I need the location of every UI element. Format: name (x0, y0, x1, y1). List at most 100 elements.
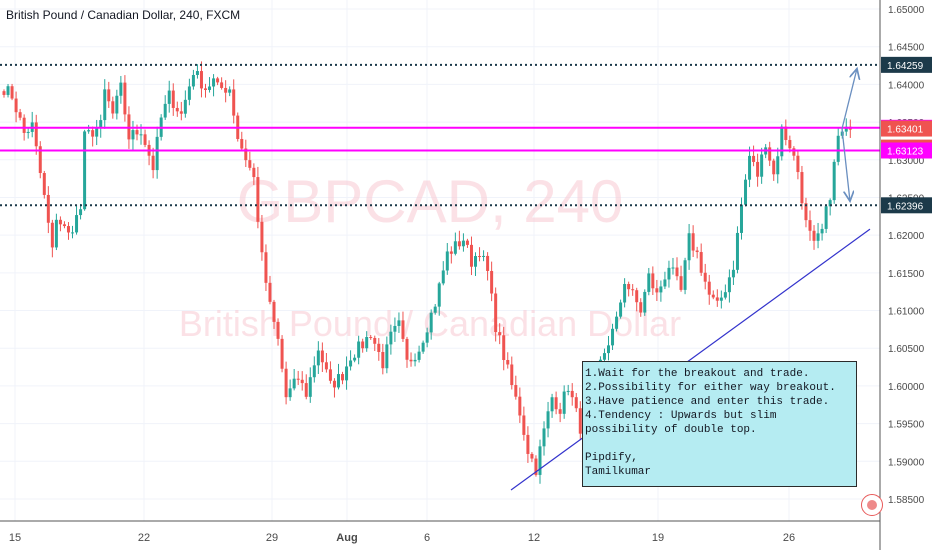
candle-body (784, 126, 788, 140)
candle-body (34, 122, 38, 147)
candle-body (46, 194, 50, 223)
candle-body (735, 232, 739, 270)
candle-body (187, 86, 191, 100)
horizontal-levels (0, 63, 880, 207)
price-label-text: 1.62396 (887, 201, 924, 212)
note-signature-author: Tamilkumar (585, 466, 652, 478)
candle-body (107, 89, 111, 102)
candle-body (54, 219, 58, 248)
candle-body (171, 90, 175, 108)
candle-body (675, 267, 679, 277)
candle-body (812, 230, 816, 241)
candle-body (268, 282, 272, 302)
candle-body (607, 345, 610, 354)
candle-body (659, 286, 663, 293)
ascending-trendline (510, 228, 871, 491)
candle-body (639, 302, 643, 313)
candle-body (83, 131, 87, 210)
analysis-note[interactable]: 1.Wait for the breakout and trade. 2.Pos… (582, 361, 857, 487)
tradingview-logo-icon[interactable] (861, 494, 883, 516)
note-line: possibility of double top. (585, 424, 757, 436)
candle-body (748, 155, 752, 180)
candle-body (453, 241, 457, 254)
price-label-box (881, 120, 932, 137)
price-tick-label: 1.58500 (888, 495, 925, 506)
watermark-symbol: GBPCAD, 240 (237, 168, 624, 235)
candle-body (474, 256, 478, 267)
price-tick-label: 1.59500 (888, 420, 925, 431)
candle-body (413, 359, 417, 362)
candle-body (296, 378, 300, 380)
candle-body (328, 369, 332, 381)
candle-body (204, 88, 207, 90)
candle-body (248, 160, 252, 168)
candle-body (554, 397, 558, 410)
candle-body (252, 167, 256, 178)
candle-body (135, 130, 139, 135)
candle-body (731, 269, 735, 278)
candle-body (26, 131, 30, 133)
candle-body (123, 82, 127, 115)
candle-body (377, 343, 381, 352)
candle-body (381, 351, 385, 369)
candle-body (195, 71, 199, 75)
candle-body (14, 98, 18, 113)
candle-body (534, 458, 538, 475)
candle-body (264, 252, 268, 283)
candle-body (631, 289, 635, 291)
price-tick-label: 1.60000 (888, 382, 925, 393)
price-label-text: 1.64259 (887, 61, 924, 72)
candle-body (449, 251, 453, 254)
candle-body (58, 219, 62, 225)
price-label-text: 1.63123 (887, 146, 924, 157)
candle-body (260, 221, 264, 253)
candle-body (405, 338, 409, 360)
candle-body (308, 377, 312, 397)
candle-body (695, 250, 699, 253)
candle-body (167, 90, 171, 104)
candle-body (292, 378, 296, 389)
candle-body (79, 209, 83, 216)
candle-body (361, 341, 365, 349)
time-tick-label: Aug (336, 532, 357, 544)
candle-body (256, 177, 260, 222)
candle-body (711, 294, 715, 298)
candle-body (562, 391, 566, 414)
candle-body (832, 161, 836, 201)
candle-body (320, 350, 324, 363)
candle-body (324, 362, 328, 370)
candle-body (647, 273, 651, 292)
candle-body (683, 260, 687, 290)
price-tick-label: 1.64500 (888, 43, 925, 54)
candle-body (691, 233, 695, 251)
candle-body (707, 281, 711, 295)
candle-body (2, 91, 6, 95)
chart-title: British Pound / Canadian Dollar, 240, FX… (6, 8, 241, 22)
candle-body (240, 138, 244, 149)
breakout-down-arrow (841, 128, 850, 201)
time-tick-label: 15 (9, 532, 21, 544)
candle-body (42, 173, 46, 195)
candle-body (199, 71, 203, 89)
price-label-box (881, 197, 932, 214)
candle-body (836, 135, 840, 162)
price-tick-label: 1.63000 (888, 156, 925, 167)
candle-body (345, 366, 349, 381)
candle-body (22, 117, 26, 133)
candle-body (38, 146, 42, 174)
candle-body (566, 390, 570, 392)
candle-body (687, 233, 691, 261)
candle-body (341, 374, 345, 381)
candle-body (558, 409, 562, 414)
candle-body (304, 383, 308, 397)
candle-body (727, 277, 731, 293)
candle-body (369, 337, 373, 339)
candle-body (816, 233, 820, 241)
time-tick-label: 12 (528, 532, 540, 544)
candle-body (498, 332, 502, 336)
note-signature-name: Pipdify, (585, 452, 638, 464)
price-tick-label: 1.64000 (888, 80, 925, 91)
candle-body (300, 379, 304, 384)
candle-body (119, 82, 123, 96)
